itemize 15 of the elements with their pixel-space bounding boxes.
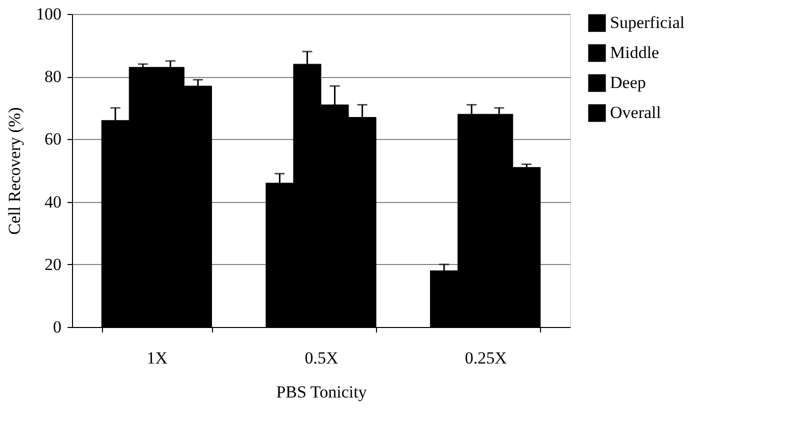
y-tick-label: 0 xyxy=(53,318,62,336)
y-axis-title: Cell Recovery (%) xyxy=(5,107,24,235)
y-tick-label: 80 xyxy=(44,67,62,86)
x-tick-label: 1X xyxy=(146,348,168,368)
x-tick-label: 0.5X xyxy=(304,348,338,368)
x-tick-label: 0.25X xyxy=(464,348,507,368)
y-tick-label: 40 xyxy=(44,192,62,212)
legend-label: Overall xyxy=(610,103,662,122)
legend-label: Middle xyxy=(610,43,660,62)
y-tick-label: 100 xyxy=(36,4,62,24)
x-axis-title: PBS Tonicity xyxy=(276,382,368,402)
y-tick-label: 20 xyxy=(44,254,62,274)
legend-label: Deep xyxy=(610,73,646,92)
legend-label: Superficial xyxy=(610,13,685,32)
y-tick-label: 60 xyxy=(44,130,62,149)
